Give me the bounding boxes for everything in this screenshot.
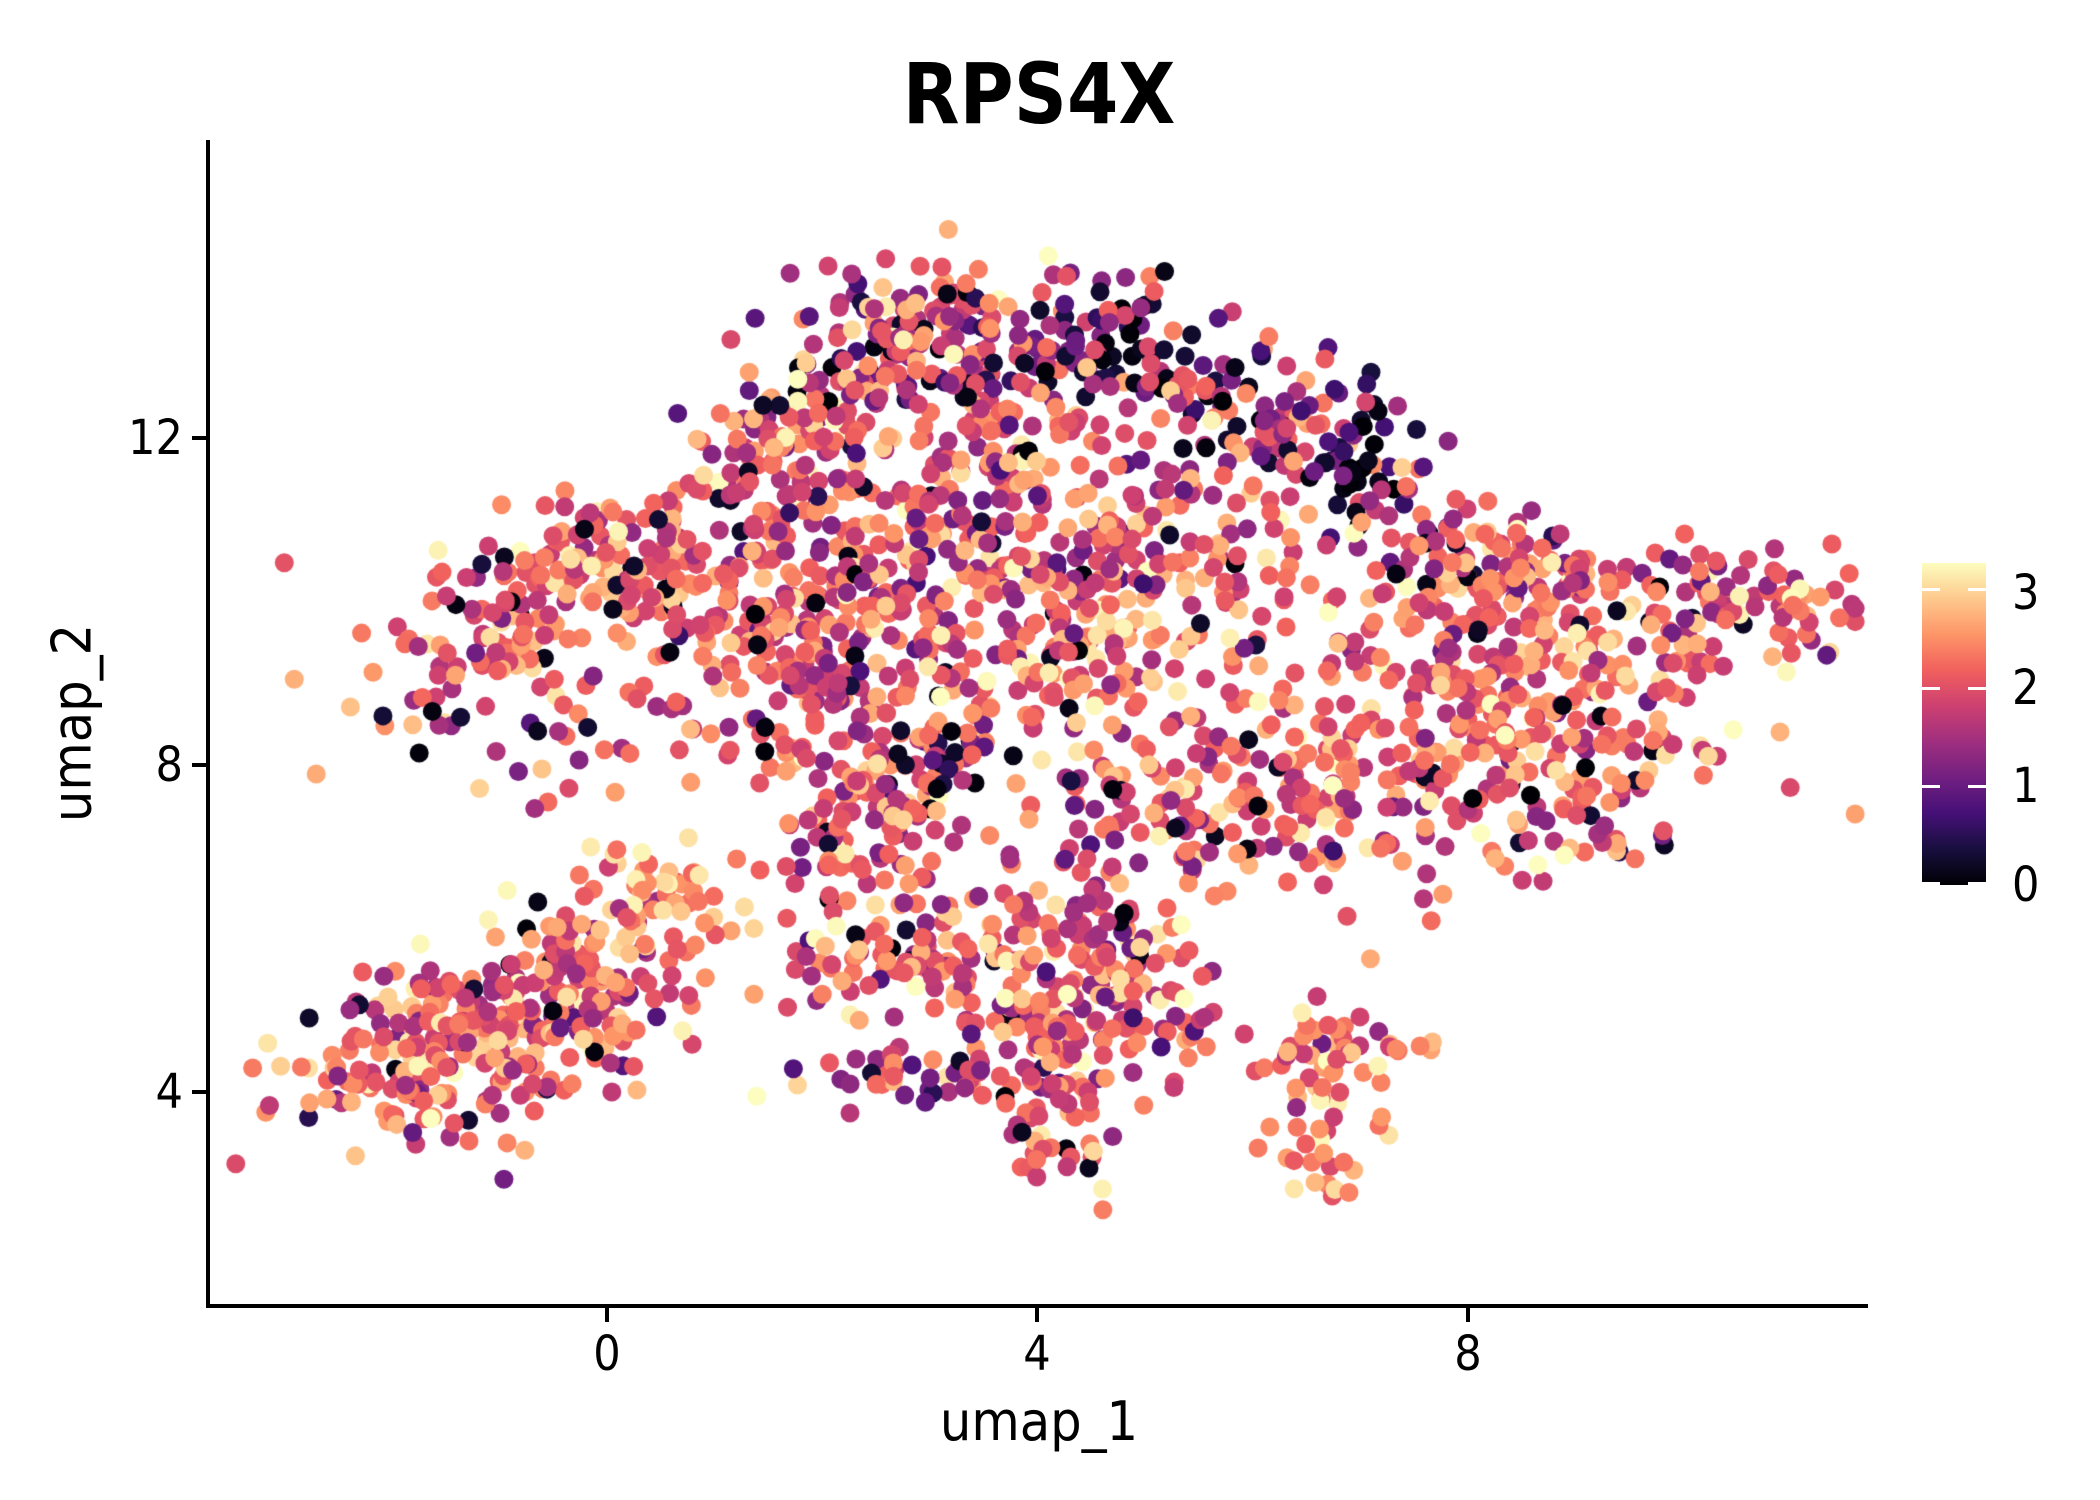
y-axis-title: umap_2 [40, 623, 104, 823]
y-tick-12 [192, 436, 206, 440]
colorbar-tick-mark-2-left [1922, 686, 1940, 690]
colorbar-gradient [1922, 563, 1986, 885]
y-tick-8 [192, 763, 206, 767]
colorbar-tick-mark-1-right [1968, 785, 1986, 789]
colorbar-tick-mark-0-right [1968, 882, 1986, 885]
x-tick-label-4: 4 [1023, 1326, 1051, 1382]
y-axis-line [206, 140, 210, 1308]
colorbar-tick-label-1: 1 [2012, 758, 2040, 814]
y-tick-4 [192, 1090, 206, 1094]
y-tick-label-12: 12 [128, 410, 183, 466]
x-tick-label-8: 8 [1454, 1326, 1482, 1382]
colorbar-tick-mark-3-right [1968, 588, 1986, 592]
x-tick-0 [605, 1308, 609, 1322]
colorbar-tick-mark-0-left [1922, 882, 1940, 885]
colorbar-tick-mark-2-right [1968, 686, 1986, 690]
x-axis-title: umap_1 [939, 1390, 1139, 1453]
colorbar-tick-label-3: 3 [2012, 565, 2040, 621]
colorbar-tick-label-2: 2 [2012, 660, 2040, 716]
y-tick-label-4: 4 [155, 1064, 183, 1120]
x-tick-label-0: 0 [593, 1326, 621, 1382]
x-axis-line [206, 1304, 1868, 1308]
colorbar-tick-label-0: 0 [2012, 857, 2040, 913]
page-title: RPS4X [902, 45, 1176, 143]
x-tick-8 [1466, 1308, 1470, 1322]
colorbar-tick-mark-1-left [1922, 785, 1940, 789]
colorbar-tick-mark-3-left [1922, 588, 1940, 592]
y-tick-label-8: 8 [155, 737, 183, 793]
x-tick-4 [1035, 1308, 1039, 1322]
